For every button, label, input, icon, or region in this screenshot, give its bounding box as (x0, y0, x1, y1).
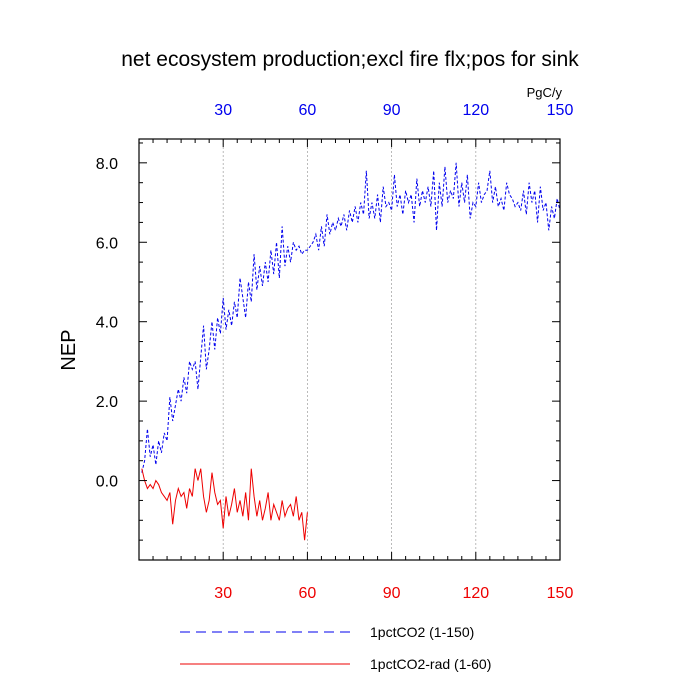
y-tick-label: 6.0 (96, 235, 118, 252)
y-tick-label: 0.0 (96, 474, 118, 491)
y-axis-label: NEP (58, 329, 80, 370)
y-tick-label: 8.0 (96, 156, 118, 173)
legend-label-2: 1pctCO2-rad (1-60) (370, 656, 491, 672)
top-axis-unit: PgC/y (527, 85, 563, 100)
legend: 1pctCO2 (1-150) 1pctCO2-rad (1-60) (180, 624, 491, 672)
plot-frame (138, 138, 561, 561)
x-top-tick-label: 120 (462, 102, 489, 119)
chart-title: net ecosystem production;excl fire flx;p… (121, 48, 579, 71)
y-tick-label: 4.0 (96, 315, 118, 332)
series-layer (141, 162, 561, 541)
legend-label-1: 1pctCO2 (1-150) (370, 624, 474, 640)
x-top-tick-label: 60 (299, 102, 317, 119)
x-tick-label: 150 (547, 585, 574, 602)
series-line-1 (141, 162, 561, 473)
x-tick-label: 60 (299, 585, 317, 602)
y-tick-label: 2.0 (96, 394, 118, 411)
axis-ticks: 30 30 60 60 90 90 120 120 150 150 0.0 2.0 4.0 6.0 8.0 (96, 102, 574, 602)
x-top-tick-label: 90 (383, 102, 401, 119)
series-line-2 (141, 468, 308, 541)
x-top-tick-label: 30 (214, 102, 232, 119)
x-top-tick-label: 150 (547, 102, 574, 119)
x-tick-label: 90 (383, 585, 401, 602)
x-tick-label: 120 (462, 585, 489, 602)
x-tick-label: 30 (214, 585, 232, 602)
